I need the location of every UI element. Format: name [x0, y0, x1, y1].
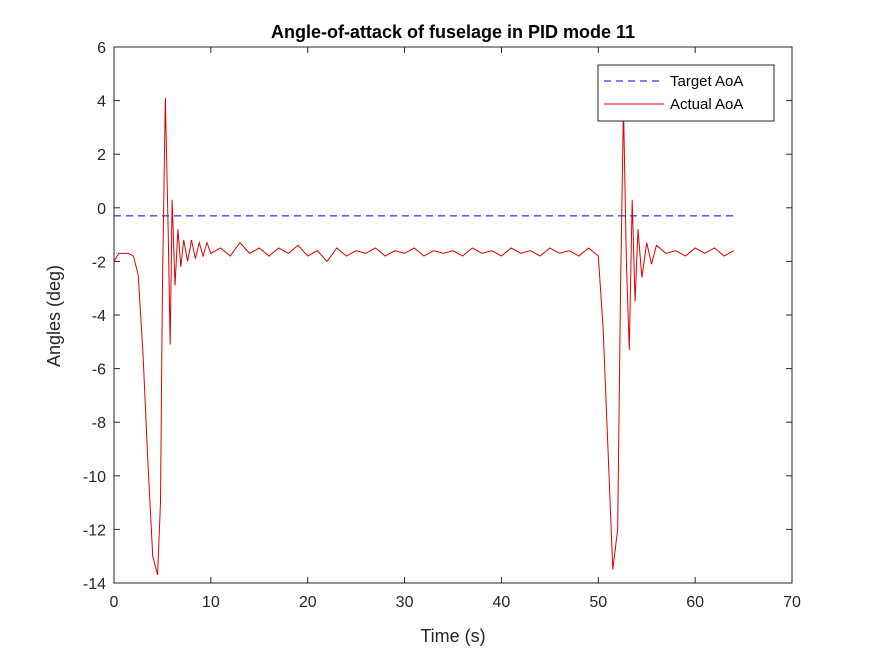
x-tick-label: 60	[686, 594, 704, 611]
y-tick-label: 2	[97, 147, 106, 164]
y-axis-label: Angles (deg)	[44, 265, 64, 367]
y-tick-label: -12	[83, 522, 106, 539]
axes-box	[113, 46, 793, 584]
y-tick-label: -6	[92, 362, 106, 379]
x-tick-label: 50	[589, 594, 607, 611]
x-tick-label: 20	[299, 594, 317, 611]
x-tick-label: 10	[202, 594, 220, 611]
y-tick-label: 0	[97, 201, 106, 218]
y-tick-label: 4	[97, 94, 106, 111]
legend: Target AoA Actual AoA	[597, 64, 775, 122]
y-tick-label: -4	[92, 308, 106, 325]
legend-box	[597, 64, 775, 122]
plot-area: 0 10 20 30 40 50 60 70 -14 -12 -10 -8 -6 -4 -2 0 2 4 6	[83, 40, 801, 611]
y-tick-label: 6	[97, 40, 106, 57]
chart-title: Angle-of-attack of fuselage in PID mode …	[271, 22, 635, 42]
series-line-actual-aoa	[114, 97, 735, 576]
y-tick-label: -8	[92, 415, 106, 432]
x-tick-label: 30	[396, 594, 414, 611]
y-tick-label: -14	[83, 576, 106, 593]
y-tick-label: -2	[92, 254, 106, 271]
y-tick-label: -10	[83, 469, 106, 486]
legend-entry-label: Target AoA	[670, 73, 743, 90]
x-axis-label: Time (s)	[420, 626, 485, 646]
legend-entry-label: Actual AoA	[670, 96, 743, 113]
x-tick-label: 70	[783, 594, 801, 611]
x-tick-label: 40	[493, 594, 511, 611]
x-tick-label: 0	[110, 594, 119, 611]
